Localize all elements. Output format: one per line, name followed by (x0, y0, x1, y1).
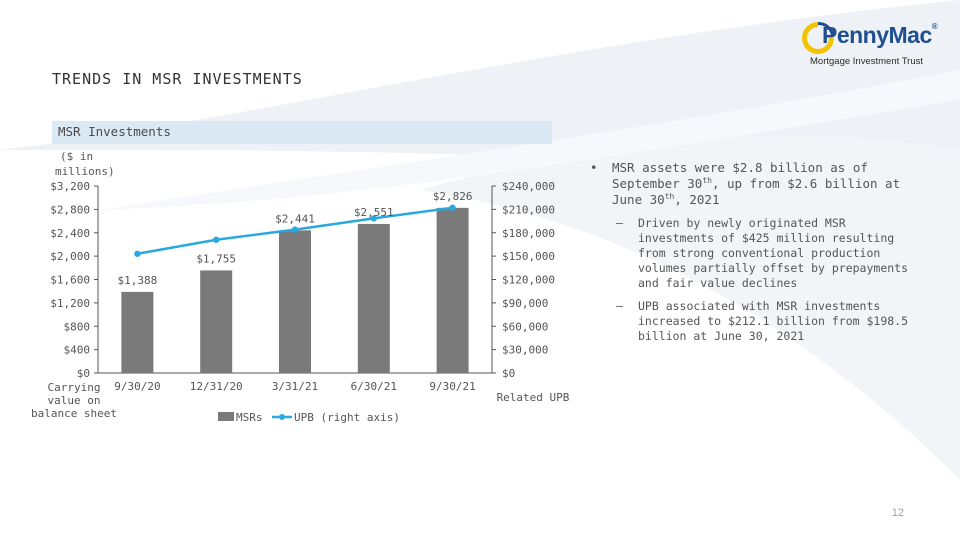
msr-bar-label: $2,441 (275, 212, 315, 225)
msr-bars (121, 207, 469, 373)
right-axis-tick-label: $60,000 (502, 320, 548, 333)
logo-subtitle: Mortgage Investment Trust (810, 56, 923, 67)
legend-msrs-label: MSRs (236, 411, 263, 424)
sub-bullet-upb: – UPB associated with MSR investments in… (590, 299, 920, 344)
units-label-line2: millions) (55, 165, 115, 178)
sub-bullet-msr-originations: – Driven by newly originated MSR investm… (590, 216, 920, 291)
logo-brand: PennyMac® (822, 22, 938, 49)
upb-point (213, 236, 220, 243)
right-axis-tick-label: $120,000 (502, 274, 555, 287)
left-axis-tick-label: $3,200 (50, 180, 90, 193)
msr-bar-label: $1,755 (196, 252, 236, 265)
category-label: 6/30/21 (351, 380, 397, 393)
category-label: 9/30/21 (429, 380, 475, 393)
left-axis-tick-label: $800 (64, 320, 91, 333)
msr-bar (357, 223, 390, 373)
logo-brand-text: PennyMac (822, 22, 932, 48)
left-axis-tick-label: $2,400 (50, 227, 90, 240)
logo-registered-mark: ® (931, 22, 938, 31)
page-title: TRENDS IN MSR INVESTMENTS (52, 70, 303, 88)
bullet-main-sup2: th (664, 191, 675, 201)
msr-bar-label: $2,826 (433, 190, 473, 203)
msr-bar (436, 207, 469, 373)
left-axis-title-line1: Carrying (48, 381, 101, 394)
sub-bullet-text: Driven by newly originated MSR investmen… (638, 216, 909, 290)
msr-bar (121, 291, 154, 373)
category-label: 3/31/21 (272, 380, 318, 393)
left-axis-tick-label: $400 (64, 344, 91, 357)
left-axis-tick-label: $2,000 (50, 250, 90, 263)
category-label: 12/31/20 (190, 380, 243, 393)
bullet-main-text-part2: , up from $2.6 billion at June 30 (612, 176, 901, 207)
msr-bar (279, 230, 311, 373)
bullet-msr-assets: • MSR assets were $2.8 billion as of Sep… (590, 160, 920, 208)
right-axis-tick-label: $210,000 (502, 203, 555, 216)
left-axis-ticks: $0 $400 $800 $1,200 $1,600 $2,000 $2,400 $2,800… (50, 180, 98, 380)
left-axis-tick-label: $2,800 (50, 203, 90, 216)
bar-data-labels: $1,388 $1,755 $2,441 $2,551 $2,826 (118, 190, 473, 287)
bullet-glyph: • (590, 160, 598, 175)
bullet-main-text-part3: , 2021 (674, 192, 720, 207)
commentary-bullets: • MSR assets were $2.8 billion as of Sep… (590, 160, 920, 344)
right-axis-title: Related UPB (497, 391, 570, 404)
upb-point (449, 204, 456, 211)
pennymac-swoosh-logo-icon (802, 21, 834, 54)
right-axis-tick-label: $30,000 (502, 344, 548, 357)
category-labels: 9/30/20 12/31/20 3/31/21 6/30/21 9/30/21 (114, 380, 476, 393)
right-axis-ticks: $0 $30,000 $60,000 $90,000 $120,000 $150,000 $… (492, 180, 555, 380)
left-axis-title-line3: balance sheet (31, 407, 117, 420)
msr-bar-label: $1,388 (118, 274, 158, 287)
upb-point (370, 215, 377, 222)
dash-glyph: – (616, 299, 623, 313)
left-axis-tick-label: $1,200 (50, 297, 90, 310)
msr-bar-label: $2,551 (354, 206, 394, 219)
page-number: 12 (891, 507, 904, 519)
bullet-main-sup1: th (702, 175, 712, 185)
right-axis-tick-label: $150,000 (502, 250, 555, 263)
section-header-bar: MSR Investments (52, 121, 552, 144)
sub-bullet-text: UPB associated with MSR investments incr… (638, 299, 909, 343)
legend-upb-marker (279, 414, 285, 420)
upb-point (134, 250, 141, 257)
section-label: MSR Investments (58, 124, 171, 139)
right-axis-tick-label: $180,000 (502, 227, 555, 240)
legend-upb-label: UPB (right axis) (294, 411, 400, 424)
chart-legend: MSRs UPB (right axis) (218, 411, 400, 424)
category-label: 9/30/20 (114, 380, 160, 393)
left-axis-tick-label: $1,600 (50, 274, 90, 287)
units-label-line1: ($ in (60, 150, 93, 163)
right-axis-tick-label: $90,000 (502, 297, 548, 310)
upb-line-series (134, 204, 456, 257)
upb-point (291, 226, 299, 233)
right-axis-tick-label: $0 (502, 367, 515, 380)
right-axis-tick-label: $240,000 (502, 180, 555, 193)
legend-msrs-swatch (218, 412, 234, 421)
dash-glyph: – (616, 216, 623, 230)
bullet-main-text-part1: MSR assets were $2.8 billion as of Septe… (612, 160, 868, 191)
left-axis-tick-label: $0 (77, 367, 90, 380)
left-axis-title-line2: value on (48, 394, 101, 407)
msr-bar (200, 270, 233, 373)
pennymac-logo: PennyMac® Mortgage Investment Trust (798, 18, 938, 74)
